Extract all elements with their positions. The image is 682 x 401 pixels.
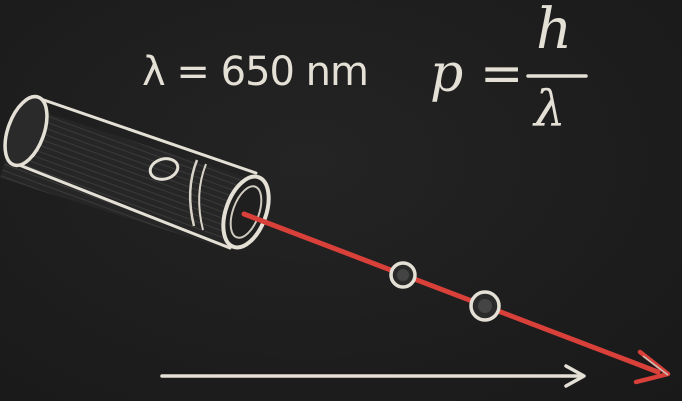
wavelength-equation: λ = 650 nm (142, 49, 369, 95)
momentum-numerator: h (536, 0, 573, 62)
laser-beam (241, 211, 661, 375)
beam-arrowhead (633, 349, 671, 385)
momentum-lhs: p = (430, 44, 524, 104)
photon-dot (469, 290, 501, 322)
momentum-denominator: λ (534, 80, 566, 138)
laser-pointer-icon (0, 94, 271, 250)
direction-arrow-icon (160, 364, 586, 388)
laser-button (148, 157, 180, 181)
photon-dot (389, 261, 417, 289)
